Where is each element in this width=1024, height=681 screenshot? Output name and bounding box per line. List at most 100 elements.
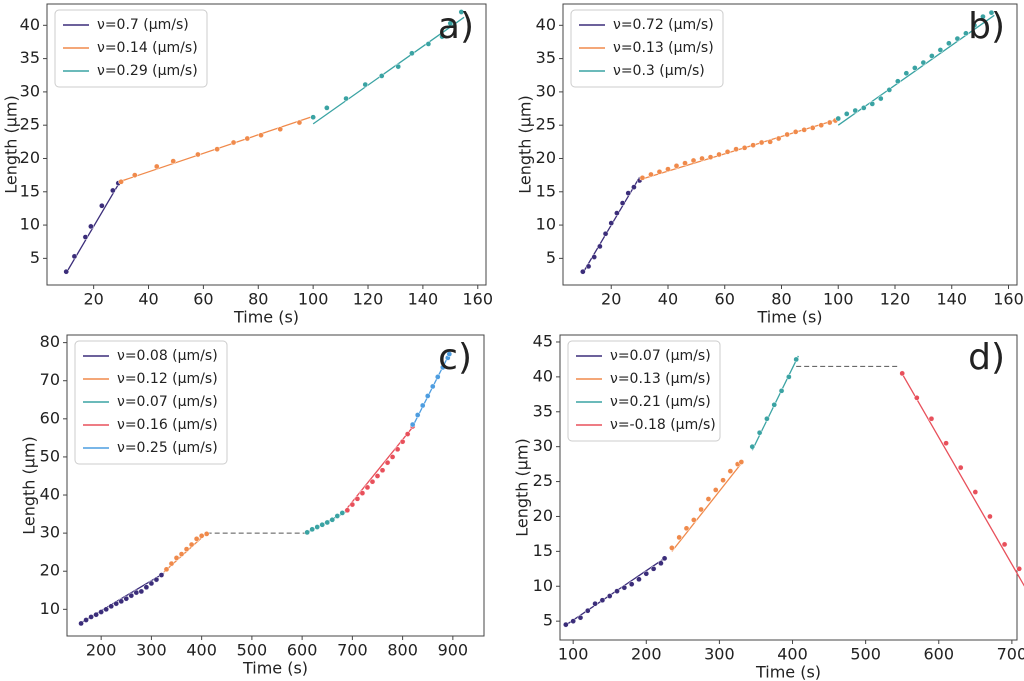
data-point (319, 521, 326, 528)
x-tick-label: 80 (248, 290, 268, 309)
x-tick-label: 500 (850, 645, 881, 664)
data-point (733, 146, 739, 153)
x-tick-label: 160 (993, 290, 1024, 309)
data-point (602, 230, 609, 237)
x-tick-label: 100 (558, 645, 589, 664)
x-axis-label: Time (s) (755, 663, 821, 681)
x-tick-label: 400 (777, 645, 808, 664)
plot-frame (66, 334, 485, 637)
data-point (434, 374, 441, 380)
data-point (344, 507, 351, 514)
data-point (946, 40, 952, 47)
y-tick-label: 25 (20, 115, 40, 134)
data-point (133, 589, 140, 596)
data-point (395, 63, 402, 70)
data-point (826, 119, 833, 126)
data-point (809, 125, 816, 131)
data-point (724, 148, 731, 155)
data-point (727, 468, 734, 474)
data-point (458, 9, 465, 15)
data-point (912, 65, 918, 71)
x-tick-label: 800 (387, 641, 418, 660)
x-axis-label: Time (s) (756, 308, 822, 327)
data-point (158, 572, 165, 578)
data-point (683, 525, 690, 532)
data-point (98, 609, 105, 615)
data-point (614, 588, 620, 594)
data-point (203, 531, 210, 537)
fit-line (671, 460, 745, 552)
data-point (362, 81, 369, 88)
data-point (682, 160, 688, 166)
data-point (585, 263, 592, 270)
data-point (987, 513, 993, 520)
data-point (971, 22, 978, 29)
legend-label: ν=0.29 (μm/s) (97, 63, 198, 79)
data-point (378, 73, 385, 79)
y-tick-label: 70 (40, 370, 60, 389)
legend-label: ν=-0.18 (μm/s) (610, 417, 716, 433)
data-point (314, 524, 321, 530)
data-point (173, 555, 180, 561)
y-tick-label: 30 (40, 523, 60, 542)
data-point (364, 484, 371, 491)
data-point (658, 560, 664, 567)
legend-label: ν=0.14 (μm/s) (97, 40, 198, 56)
data-point (778, 387, 785, 394)
legend-box (570, 9, 724, 88)
data-point (195, 151, 201, 158)
y-tick-label: 40 (40, 485, 60, 504)
legend: ν=0.07 (μm/s) ν=0.13 (μm/s) ν=0.21 (μm/s) ν… (567, 340, 721, 442)
y-tick-label: 45 (533, 331, 553, 350)
data-point (597, 243, 603, 250)
data-point (409, 421, 416, 428)
x-tick-label: 120 (353, 290, 384, 309)
data-point (404, 431, 411, 437)
legend-label: ν=0.25 (μm/s) (117, 440, 218, 456)
fit-line (900, 370, 1024, 587)
legend-label: ν=0.07 (μm/s) (117, 394, 218, 410)
data-point (369, 478, 376, 485)
x-tick-label: 200 (631, 645, 662, 664)
data-point (354, 495, 361, 502)
data-point (801, 127, 808, 133)
x-tick-label: 500 (237, 641, 268, 660)
y-tick-label: 5 (543, 611, 553, 630)
x-axis-label: Time (s) (233, 308, 299, 327)
data-point (1016, 565, 1023, 572)
data-point (676, 534, 683, 541)
data-point (414, 412, 421, 418)
x-tick-label: 100 (298, 290, 329, 309)
data-point (83, 617, 89, 623)
data-point (712, 487, 719, 493)
data-point (648, 171, 654, 178)
x-tick-label: 600 (287, 641, 318, 660)
x-tick-label: 140 (936, 290, 967, 309)
y-tick-label: 20 (533, 506, 553, 525)
legend-label: ν=0.21 (μm/s) (610, 394, 711, 410)
data-point (793, 356, 800, 363)
data-point (580, 268, 586, 275)
legend-label: ν=0.12 (μm/s) (117, 371, 218, 387)
data-point (608, 220, 615, 226)
data-point (170, 158, 177, 164)
data-point (439, 33, 445, 40)
x-axis-label: Time (s) (242, 659, 308, 678)
data-point (143, 584, 150, 591)
data-point (928, 415, 935, 422)
x-tick-label: 300 (136, 641, 167, 660)
y-tick-label: 20 (536, 148, 556, 167)
data-point (818, 122, 825, 129)
data-point (903, 70, 910, 77)
data-point (394, 446, 401, 453)
x-tick-label: 600 (923, 645, 954, 664)
y-tick-label: 15 (536, 181, 556, 200)
data-point (562, 621, 569, 628)
data-point (758, 139, 765, 146)
data-point (661, 555, 668, 562)
y-axis-label: Length (μm) (513, 438, 532, 537)
y-tick-label: 60 (40, 408, 60, 427)
data-point (148, 580, 155, 587)
data-point (153, 163, 160, 170)
